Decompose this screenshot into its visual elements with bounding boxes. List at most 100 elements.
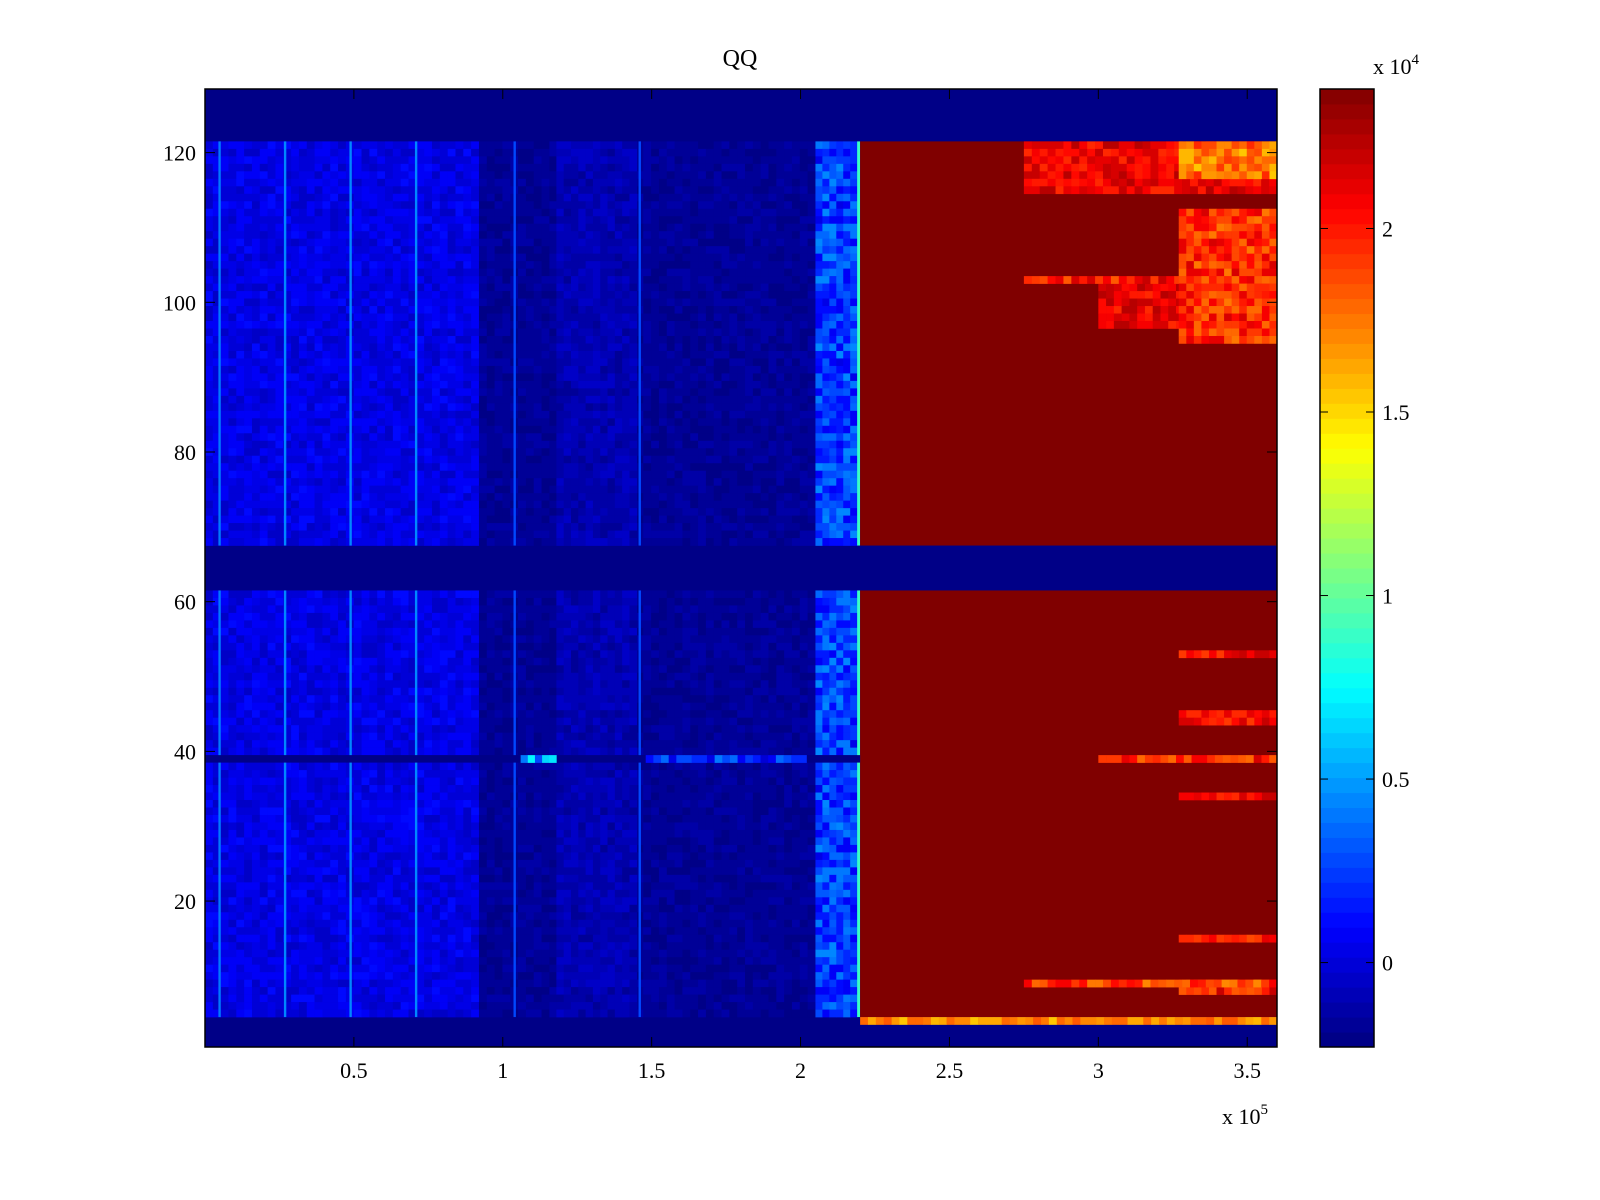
heatmap-cell (220, 867, 229, 876)
heatmap-cell (314, 650, 323, 659)
heatmap-cell (205, 216, 214, 225)
heatmap-cell (463, 605, 472, 614)
heatmap-cell (799, 762, 808, 771)
heatmap-cell (392, 605, 401, 614)
heatmap-cell (322, 964, 331, 973)
heatmap-cell (283, 912, 292, 921)
heatmap-cell (283, 725, 292, 733)
heatmap-cell (478, 710, 488, 718)
heatmap-cell (298, 261, 308, 269)
heatmap-cell (400, 508, 409, 516)
heatmap-cell (236, 395, 245, 404)
heatmap-cell (283, 171, 292, 180)
heatmap-cell (306, 298, 315, 307)
heatmap-cell (682, 605, 691, 614)
heatmap-cell (447, 365, 456, 374)
heatmap-cell (220, 425, 229, 434)
heatmap-cell (369, 710, 378, 718)
heatmap-cell (369, 725, 378, 733)
heatmap-cell (737, 747, 746, 756)
heatmap-cell (424, 867, 433, 876)
heatmap-cell (745, 665, 754, 674)
heatmap-cell (392, 657, 401, 666)
heatmap-cell (275, 657, 284, 666)
heatmap-cell (353, 762, 362, 771)
heatmap-cell (220, 193, 229, 202)
heatmap-cell (471, 882, 480, 891)
heatmap-cell (463, 934, 472, 943)
heatmap-cell (338, 350, 347, 359)
heatmap-cell (298, 141, 308, 150)
heatmap-cell (392, 912, 401, 921)
heatmap-cell (549, 597, 558, 606)
heatmap-cell (447, 919, 456, 928)
heatmap-cell (361, 223, 370, 232)
heatmap-cell (205, 695, 214, 704)
heatmap-cell (385, 395, 394, 404)
heatmap-cell (471, 837, 480, 846)
heatmap-cell (549, 725, 558, 733)
heatmap-cell (424, 1002, 433, 1010)
heatmap-cell (502, 702, 511, 711)
heatmap-cell (690, 695, 699, 704)
heatmap-cell (392, 829, 401, 838)
heatmap-cell (729, 687, 738, 696)
heatmap-cell (400, 193, 409, 202)
heatmap-cell (745, 687, 754, 696)
heatmap-cell (431, 478, 441, 486)
heatmap-cell (431, 298, 441, 307)
heatmap-cell (205, 178, 214, 187)
heatmap-cell (259, 919, 268, 928)
heatmap-cell (361, 538, 370, 546)
heatmap-cell (416, 538, 425, 546)
heatmap-cell (291, 485, 300, 494)
heatmap-cell (416, 747, 425, 756)
heatmap-cell (228, 463, 237, 472)
heatmap-cell (455, 493, 464, 501)
heatmap-cell (275, 672, 284, 681)
heatmap-cell (721, 710, 730, 718)
heatmap-cell (643, 770, 652, 778)
heatmap-cell (283, 201, 292, 210)
heatmap-cell (259, 440, 268, 449)
heatmap-cell (369, 942, 378, 951)
heatmap-cell (791, 710, 801, 718)
heatmap-cell (447, 740, 456, 748)
heatmap-cell (455, 223, 464, 232)
heatmap-cell (807, 702, 816, 711)
heatmap-cell (291, 665, 300, 674)
heatmap-cell (643, 642, 652, 651)
heatmap-cell (478, 590, 488, 599)
heatmap-cell (674, 680, 683, 689)
heatmap-cell (463, 987, 472, 995)
heatmap-cell (439, 380, 448, 389)
heatmap-cell (275, 380, 284, 389)
heatmap-cell (205, 485, 214, 494)
heatmap-cell (244, 807, 253, 816)
heatmap-cell (408, 814, 417, 823)
heatmap-cell (729, 620, 738, 629)
heatmap-cell (721, 620, 730, 629)
heatmap-cell (416, 343, 425, 352)
heatmap-cell (236, 665, 245, 674)
heatmap-cell (353, 912, 362, 921)
heatmap-cell (424, 148, 433, 157)
heatmap-cell (439, 448, 448, 457)
heatmap-cell (385, 253, 394, 262)
heatmap-cell (400, 687, 409, 696)
heatmap-cell (330, 388, 339, 397)
heatmap-cell (306, 178, 315, 187)
heatmap-cell (666, 672, 675, 681)
heatmap-cell (502, 732, 511, 741)
heatmap-cell (205, 874, 214, 883)
heatmap-cell (471, 934, 480, 943)
heatmap-cell (298, 747, 308, 756)
heatmap-cell (291, 904, 300, 913)
heatmap-cell (251, 163, 261, 172)
heatmap-cell (298, 298, 308, 307)
heatmap-cell (416, 635, 425, 644)
heatmap-cell (439, 350, 448, 359)
heatmap-cell (361, 365, 370, 374)
heatmap-cell (322, 425, 331, 434)
heatmap-cell (330, 904, 339, 913)
